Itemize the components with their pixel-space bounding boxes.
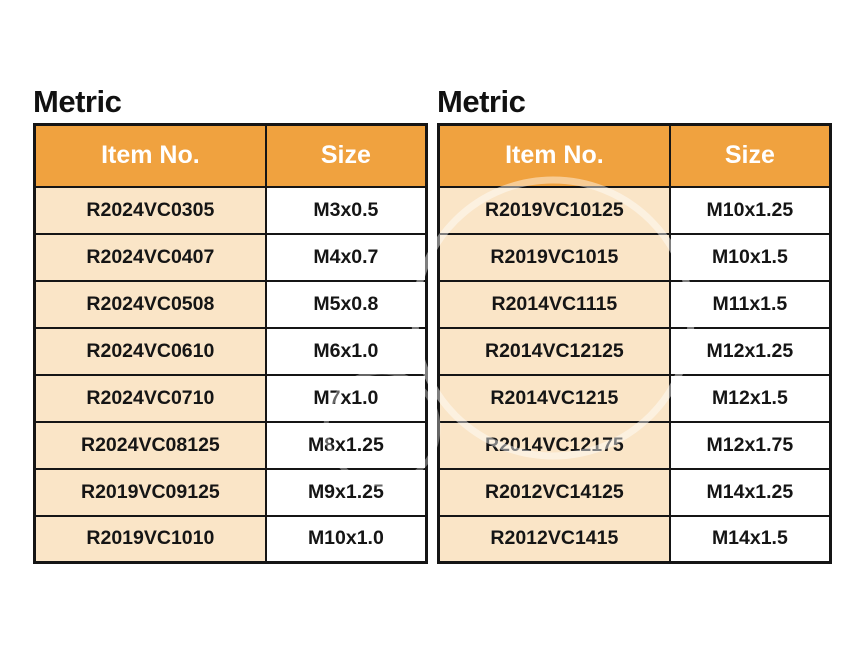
table-row: R2019VC1010 M10x1.0: [33, 514, 428, 564]
item-no-cell: R2012VC14125: [437, 467, 671, 517]
table-row: R2014VC12125 M12x1.25: [437, 326, 832, 376]
item-no-cell: R2024VC0305: [33, 185, 267, 235]
size-cell: M10x1.5: [668, 232, 832, 282]
table-row: R2024VC0407 M4x0.7: [33, 232, 428, 282]
item-no-cell: R2024VC08125: [33, 420, 267, 470]
item-no-cell: R2014VC12125: [437, 326, 671, 376]
metric-table-left: Item No. Size R2024VC0305 M3x0.5 R2024VC04…: [33, 123, 428, 564]
size-cell: M12x1.5: [668, 373, 832, 423]
size-cell: M12x1.25: [668, 326, 832, 376]
item-no-cell: R2019VC1010: [33, 514, 267, 564]
header-row: Item No. Size: [437, 123, 832, 188]
size-cell: M14x1.5: [668, 514, 832, 564]
size-cell: M7x1.0: [264, 373, 428, 423]
size-cell: M4x0.7: [264, 232, 428, 282]
table-row: R2014VC12175 M12x1.75: [437, 420, 832, 470]
size-cell: M11x1.5: [668, 279, 832, 329]
item-no-cell: R2024VC0610: [33, 326, 267, 376]
item-no-cell: R2019VC10125: [437, 185, 671, 235]
table-row: R2014VC1215 M12x1.5: [437, 373, 832, 423]
size-cell: M3x0.5: [264, 185, 428, 235]
table-row: R2012VC1415 M14x1.5: [437, 514, 832, 564]
size-cell: M6x1.0: [264, 326, 428, 376]
table-row: R2024VC0508 M5x0.8: [33, 279, 428, 329]
column-header-size: Size: [264, 123, 428, 188]
table-row: R2012VC14125 M14x1.25: [437, 467, 832, 517]
item-no-cell: R2019VC1015: [437, 232, 671, 282]
metric-table-left-title: Metric: [33, 84, 122, 119]
item-no-cell: R2014VC1115: [437, 279, 671, 329]
table-row: R2014VC1115 M11x1.5: [437, 279, 832, 329]
metric-table-right: Item No. Size R2019VC10125 M10x1.25 R2019V…: [437, 123, 832, 564]
size-cell: M9x1.25: [264, 467, 428, 517]
table-row: R2024VC0710 M7x1.0: [33, 373, 428, 423]
table-row: R2019VC10125 M10x1.25: [437, 185, 832, 235]
table-row: R2024VC0305 M3x0.5: [33, 185, 428, 235]
column-header-size: Size: [668, 123, 832, 188]
header-row: Item No. Size: [33, 123, 428, 188]
item-no-cell: R2024VC0508: [33, 279, 267, 329]
item-no-cell: R2024VC0407: [33, 232, 267, 282]
item-no-cell: R2014VC1215: [437, 373, 671, 423]
size-cell: M8x1.25: [264, 420, 428, 470]
table-row: R2019VC1015 M10x1.5: [437, 232, 832, 282]
size-cell: M5x0.8: [264, 279, 428, 329]
size-cell: M10x1.0: [264, 514, 428, 564]
size-cell: M14x1.25: [668, 467, 832, 517]
size-cell: M12x1.75: [668, 420, 832, 470]
item-no-cell: R2014VC12175: [437, 420, 671, 470]
table-row: R2024VC0610 M6x1.0: [33, 326, 428, 376]
table-row: R2024VC08125 M8x1.25: [33, 420, 428, 470]
table-row: R2019VC09125 M9x1.25: [33, 467, 428, 517]
item-no-cell: R2019VC09125: [33, 467, 267, 517]
column-header-item-no: Item No.: [437, 123, 671, 188]
item-no-cell: R2024VC0710: [33, 373, 267, 423]
column-header-item-no: Item No.: [33, 123, 267, 188]
item-no-cell: R2012VC1415: [437, 514, 671, 564]
metric-table-right-title: Metric: [437, 84, 526, 119]
size-cell: M10x1.25: [668, 185, 832, 235]
